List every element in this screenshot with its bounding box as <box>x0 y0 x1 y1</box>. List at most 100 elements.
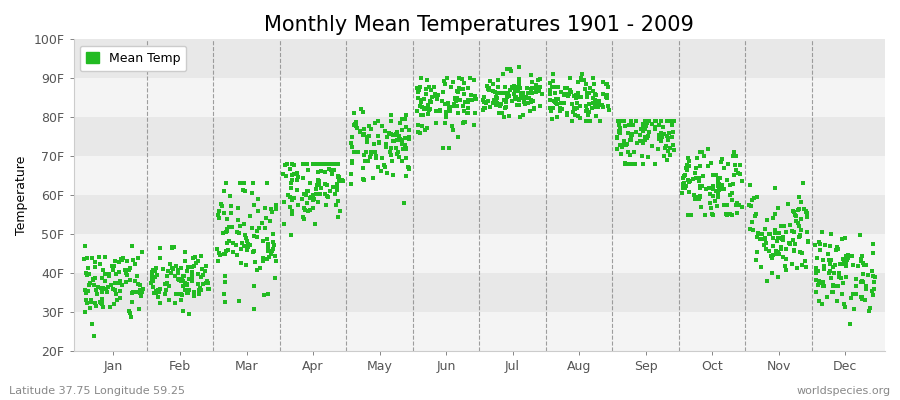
Point <box>640 133 654 140</box>
Point <box>642 118 656 124</box>
Point <box>258 204 273 211</box>
Point <box>849 276 863 282</box>
Point <box>846 291 860 298</box>
Point <box>360 134 374 140</box>
Point <box>413 103 428 109</box>
Point <box>706 184 720 191</box>
Point <box>482 98 496 105</box>
Point <box>160 273 175 279</box>
Point <box>354 106 368 113</box>
Point <box>628 128 643 135</box>
Point <box>717 186 732 192</box>
Point <box>286 171 301 177</box>
Point <box>428 107 443 114</box>
Point <box>687 192 701 198</box>
Point <box>87 275 102 281</box>
Point <box>363 154 377 160</box>
Point <box>234 239 248 246</box>
Point <box>517 99 531 105</box>
Point <box>750 257 764 263</box>
Point <box>218 279 232 286</box>
Point <box>134 293 148 299</box>
Point <box>411 88 426 95</box>
Point <box>248 247 262 254</box>
Point <box>482 85 496 92</box>
Point <box>477 94 491 100</box>
Point <box>588 101 602 108</box>
Point <box>793 232 807 238</box>
Point <box>558 90 572 97</box>
Point <box>788 208 802 215</box>
Point <box>824 275 838 281</box>
Point <box>589 92 603 98</box>
Point <box>706 193 720 199</box>
Point <box>158 290 172 297</box>
Point <box>695 149 709 155</box>
Point <box>125 290 140 296</box>
Point <box>732 202 746 208</box>
Point <box>492 103 507 110</box>
Point <box>261 291 275 297</box>
Point <box>120 258 134 264</box>
Point <box>705 211 719 217</box>
Point <box>461 97 475 103</box>
Point <box>199 263 213 269</box>
Point <box>437 78 452 84</box>
Point <box>201 286 215 292</box>
Point <box>320 161 334 167</box>
Point <box>153 244 167 251</box>
Point <box>134 248 148 255</box>
Point <box>680 212 695 218</box>
Point <box>867 279 881 285</box>
Point <box>580 110 595 117</box>
Point <box>723 211 737 218</box>
Point <box>418 127 432 133</box>
Point <box>231 205 246 212</box>
Point <box>665 122 680 128</box>
Point <box>311 182 326 188</box>
Point <box>194 287 209 293</box>
Point <box>642 129 656 135</box>
Point <box>415 104 429 110</box>
Point <box>199 280 213 286</box>
Point <box>331 174 346 180</box>
Point <box>302 187 316 194</box>
Point <box>88 299 103 306</box>
Point <box>86 276 100 283</box>
Point <box>813 240 827 247</box>
Point <box>287 162 302 169</box>
Point <box>779 256 794 262</box>
Point <box>145 277 159 284</box>
Point <box>533 84 547 90</box>
Point <box>715 156 729 162</box>
Point <box>366 140 381 147</box>
Point <box>436 145 451 152</box>
Point <box>757 242 771 248</box>
Point <box>173 276 187 282</box>
Point <box>435 98 449 105</box>
Point <box>801 238 815 244</box>
Point <box>153 286 167 292</box>
Point <box>392 133 407 140</box>
Point <box>648 126 662 132</box>
Point <box>609 146 624 152</box>
Point <box>284 180 298 186</box>
Point <box>830 298 844 304</box>
Point <box>544 84 559 90</box>
Point <box>624 131 638 138</box>
Point <box>710 180 724 186</box>
Point <box>451 89 465 96</box>
Point <box>791 234 806 240</box>
Point <box>554 106 569 112</box>
Point <box>590 101 604 108</box>
Point <box>146 267 160 273</box>
Point <box>391 148 405 155</box>
Point <box>151 287 166 293</box>
Point <box>733 170 747 177</box>
Point <box>300 161 314 167</box>
Point <box>191 281 205 287</box>
Point <box>353 129 367 135</box>
Point <box>587 80 601 87</box>
Point <box>714 158 728 165</box>
Point <box>792 194 806 201</box>
